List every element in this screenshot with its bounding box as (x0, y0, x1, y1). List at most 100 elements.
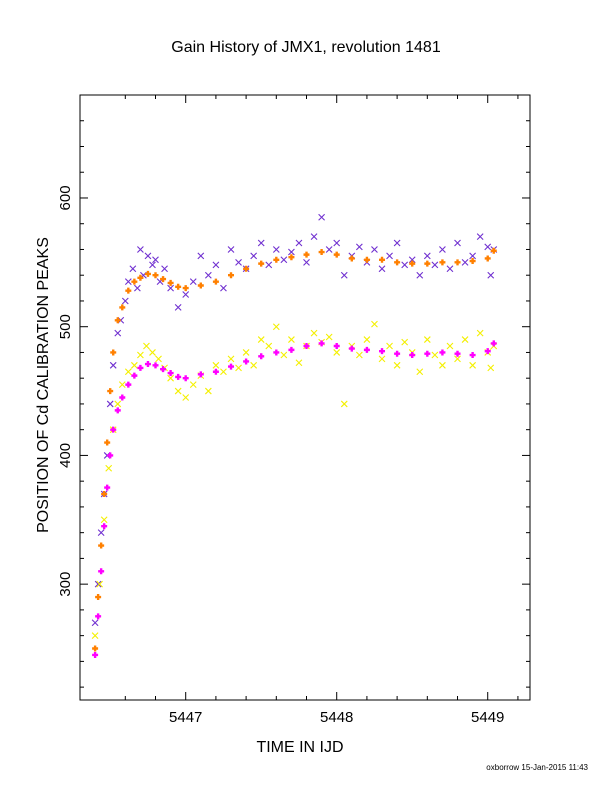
data-point (235, 364, 242, 372)
data-point (94, 580, 102, 588)
data-point (340, 400, 348, 408)
y-tick-label: 500 (57, 314, 74, 339)
data-point (137, 246, 144, 253)
data-point (204, 271, 212, 279)
data-point (439, 246, 446, 253)
data-point (98, 542, 105, 549)
data-point (175, 373, 182, 380)
data-point (272, 323, 280, 331)
data-point (333, 349, 341, 356)
data-point (273, 349, 280, 356)
data-point (106, 400, 114, 408)
data-point (393, 239, 401, 247)
data-point (167, 284, 174, 292)
data-point (257, 336, 265, 343)
data-point (118, 381, 126, 389)
data-point (149, 261, 156, 269)
data-point (160, 366, 167, 373)
data-point (318, 213, 325, 221)
data-point (303, 343, 310, 350)
data-point (325, 246, 333, 253)
data-point (104, 439, 111, 446)
data-point (124, 368, 132, 376)
data-point (160, 276, 167, 283)
data-point (288, 254, 295, 261)
data-point (439, 259, 446, 266)
data-point (423, 336, 431, 343)
data-point (242, 349, 250, 356)
data-point (212, 368, 219, 375)
data-point (461, 336, 469, 343)
data-point (227, 246, 235, 253)
data-point (454, 350, 461, 357)
data-point (355, 351, 363, 359)
data-point (119, 304, 126, 311)
data-point (378, 265, 386, 273)
y-axis-ticks: 300 400 500 600 (57, 94, 530, 688)
data-point (318, 249, 325, 256)
data-point (143, 342, 150, 350)
data-point (105, 464, 113, 472)
data-point (109, 361, 117, 369)
data-point (144, 361, 151, 368)
data-point (424, 350, 431, 357)
data-point (189, 278, 197, 286)
data-point (484, 348, 491, 355)
data-point (490, 340, 497, 347)
data-point (129, 265, 137, 273)
data-point (363, 256, 370, 263)
series-0 (91, 213, 498, 627)
data-point (469, 258, 476, 265)
y-tick-label: 300 (57, 572, 74, 597)
data-point (98, 568, 105, 575)
data-point (101, 523, 108, 530)
data-point (363, 336, 371, 343)
data-point (107, 452, 114, 459)
y-tick-label: 600 (57, 185, 74, 210)
data-point (401, 338, 409, 346)
data-point (490, 247, 497, 254)
data-point (204, 387, 212, 395)
data-point (476, 233, 484, 240)
data-point (95, 594, 102, 601)
y-tick-label: 400 (57, 443, 74, 468)
data-point (409, 352, 416, 359)
data-point (310, 329, 318, 337)
data-point (235, 258, 242, 266)
data-point (318, 340, 325, 347)
data-point (288, 336, 295, 343)
data-point (144, 270, 151, 277)
data-point (95, 613, 102, 620)
data-point (155, 355, 162, 363)
data-point (408, 256, 416, 264)
data-point (424, 260, 431, 267)
data-point (394, 350, 401, 357)
data-point (401, 261, 409, 269)
data-point (131, 278, 138, 285)
data-point (104, 484, 111, 491)
data-point (416, 368, 424, 376)
data-point (91, 632, 99, 640)
data-point (228, 363, 235, 370)
data-point (446, 265, 454, 273)
data-point (371, 320, 378, 328)
data-point (386, 342, 393, 350)
data-point (220, 368, 227, 376)
data-point (149, 349, 156, 356)
data-point (454, 355, 461, 363)
x-axis-ticks: 5447 5448 5449 (124, 95, 519, 726)
data-point (175, 283, 182, 290)
data-point (386, 252, 393, 260)
data-point (107, 388, 114, 395)
data-point (212, 261, 220, 269)
data-point (114, 329, 122, 337)
data-point (469, 252, 477, 260)
data-point (91, 619, 99, 627)
data-point (133, 284, 141, 292)
data-point (243, 358, 250, 365)
data-point (273, 256, 280, 263)
data-point (152, 256, 159, 264)
data-point (174, 387, 182, 395)
data-series (91, 213, 498, 658)
